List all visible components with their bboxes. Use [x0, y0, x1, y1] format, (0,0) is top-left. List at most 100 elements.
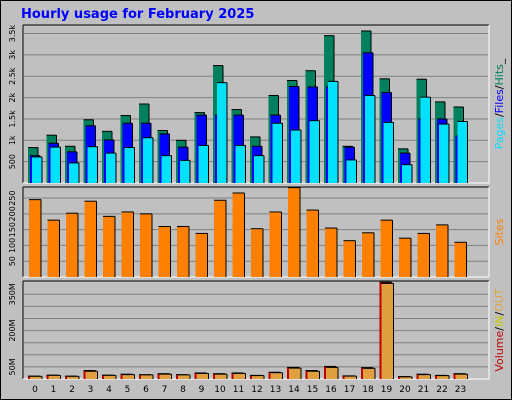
hour-label: 3 — [88, 385, 94, 395]
pages-bar — [143, 137, 153, 183]
pages-bar — [309, 120, 320, 183]
pages-bar — [439, 124, 449, 183]
hour-label: 16 — [325, 385, 337, 395]
out-bar — [215, 374, 227, 379]
sites-bar — [214, 200, 226, 277]
requests-tick-label: 2k — [8, 92, 17, 102]
sites-tick-label: 200 — [8, 206, 17, 221]
out-bar — [30, 376, 42, 379]
hour-label: 17 — [344, 385, 355, 395]
volume-legend-entry: Volume — [493, 330, 506, 371]
hour-label: 11 — [233, 385, 244, 395]
sites-tick-label: 150 — [8, 222, 17, 237]
out-bar — [344, 376, 357, 379]
sites-bar — [306, 210, 319, 277]
pages-bar — [124, 147, 135, 183]
requests-legend-entry: _ — [493, 58, 506, 65]
out-bar — [233, 373, 246, 379]
pages-bar — [235, 145, 246, 183]
pages-bar — [272, 123, 283, 183]
pages-bar — [50, 147, 61, 183]
volume-legend-entry: / — [493, 327, 506, 331]
sites-bar — [103, 216, 115, 277]
requests-legend-entry: Hits — [493, 64, 506, 86]
out-bar — [400, 376, 412, 379]
sites-bar — [195, 233, 208, 277]
sites-bar — [343, 240, 356, 277]
volume-tick-label: 350M — [8, 283, 17, 305]
sites-bar — [251, 228, 263, 277]
volume-legend-entry: IN — [493, 316, 506, 327]
hour-label: 14 — [288, 385, 300, 395]
pages-bar — [365, 95, 375, 183]
hour-label: 21 — [418, 385, 429, 395]
volume-tick-label: 200M — [8, 319, 17, 341]
sites-bar — [362, 232, 374, 277]
hour-label: 6 — [143, 385, 149, 395]
sites-bar — [454, 242, 467, 277]
pages-bar — [180, 160, 190, 183]
out-bar — [48, 375, 61, 379]
out-bar — [104, 375, 116, 379]
out-bar — [381, 283, 394, 379]
volume-legend-entry: / — [493, 312, 506, 316]
pages-bar — [346, 159, 357, 183]
hour-label: 23 — [455, 385, 466, 395]
pages-bar — [106, 153, 116, 183]
pages-bar — [198, 145, 209, 183]
requests-legend: Pages/Files/Hits_ — [493, 58, 506, 149]
hour-label: 12 — [251, 385, 262, 395]
pages-bar — [457, 121, 468, 183]
out-bar — [437, 375, 449, 379]
out-bar — [455, 374, 468, 379]
hour-label: 0 — [32, 385, 38, 395]
sites-tick-label: 100 — [8, 238, 17, 253]
out-bar — [363, 368, 375, 379]
pages-bar — [69, 162, 79, 183]
sites-bar — [380, 220, 393, 277]
pages-bar — [87, 146, 98, 183]
pages-bar — [217, 82, 227, 183]
pages-bar — [32, 156, 42, 183]
pages-bar — [328, 81, 338, 183]
sites-bar — [177, 226, 189, 277]
pages-bar — [402, 164, 412, 183]
requests-tick-label: 1.5k — [8, 110, 17, 128]
sites-bar — [288, 187, 300, 277]
hour-label: 15 — [307, 385, 318, 395]
requests-legend-entry: Files — [493, 89, 506, 113]
requests-tick-label: 2.5k — [8, 67, 17, 85]
pages-bar — [291, 130, 301, 183]
hour-label: 9 — [199, 385, 205, 395]
requests-legend-entry: / — [493, 113, 506, 117]
out-bar — [178, 374, 190, 379]
out-bar — [141, 374, 153, 379]
requests-legend-entry: / — [493, 85, 506, 89]
hour-label: 22 — [436, 385, 447, 395]
chart-title: Hourly usage for February 2025 — [21, 7, 255, 22]
hour-label: 5 — [125, 385, 131, 395]
sites-legend: Sites — [493, 218, 506, 245]
requests-tick-label: 500 — [8, 154, 17, 169]
sites-tick-label: 50 — [8, 256, 17, 266]
sites-bar — [84, 201, 97, 277]
hour-label: 18 — [362, 385, 374, 395]
hour-label: 20 — [399, 385, 411, 395]
out-bar — [418, 374, 431, 379]
out-bar — [196, 373, 209, 379]
sites-tick-label: 250 — [8, 190, 17, 205]
out-bar — [67, 376, 79, 379]
sites-bar — [158, 226, 171, 277]
hour-label: 13 — [270, 385, 281, 395]
volume-panel — [23, 281, 489, 379]
pages-bar — [161, 155, 172, 183]
hour-label: 8 — [180, 385, 186, 395]
sites-bar — [417, 233, 430, 277]
hour-label: 7 — [162, 385, 168, 395]
out-bar — [85, 371, 98, 379]
sites-bar — [47, 220, 60, 277]
out-bar — [122, 374, 135, 379]
hour-label: 4 — [106, 385, 112, 395]
sites-bar — [436, 224, 448, 277]
